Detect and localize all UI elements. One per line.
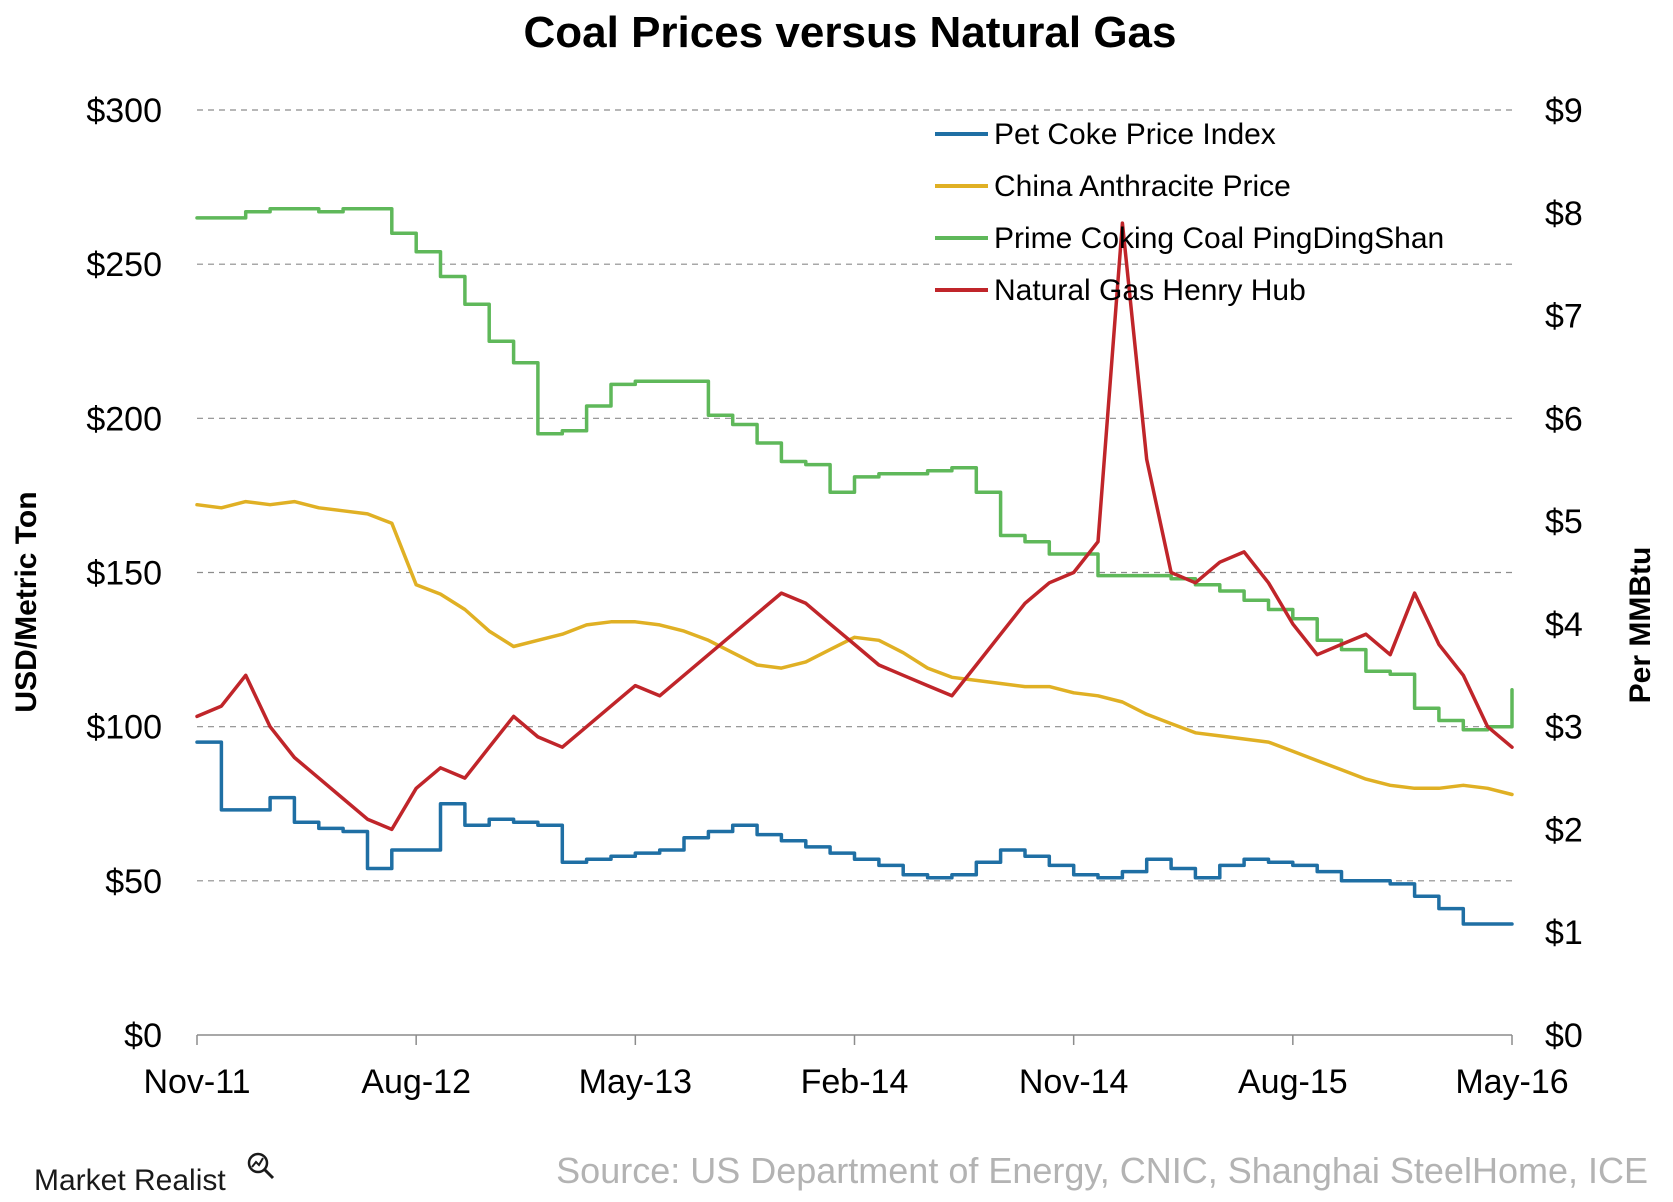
y-axis-right-ticks: $0 $1 $2 $3 $4 $5 $6 $7 $8 $9 <box>1545 92 1583 1055</box>
y-right-tick-label-7: $7 <box>1545 298 1583 336</box>
chart-title: Coal Prices versus Natural Gas <box>524 8 1177 57</box>
y-left-tick-label-6: $300 <box>86 92 162 130</box>
y-right-tick-label-1: $1 <box>1545 914 1583 952</box>
y-right-tick-label-3: $3 <box>1545 709 1583 747</box>
y-right-tick-label-5: $5 <box>1545 503 1583 541</box>
y-right-tick-label-8: $8 <box>1545 195 1583 233</box>
x-tick-label-5: Aug-15 <box>1238 1063 1348 1101</box>
x-tick-label-6: May-16 <box>1455 1063 1568 1101</box>
y-left-tick-label-1: $50 <box>105 863 162 901</box>
x-axis-ticks: Nov-11 Aug-12 May-13 Feb-14 Nov-14 Aug-15 May-… <box>143 1035 1569 1101</box>
y-right-tick-label-9: $9 <box>1545 92 1583 130</box>
y-axis-left-ticks: $0 $50 $100 $150 $200 $250 $300 <box>86 92 162 1055</box>
x-tick-label-1: Aug-12 <box>361 1063 471 1101</box>
legend-label-2: Prime Coking Coal PingDingShan <box>994 222 1444 255</box>
y-right-tick-label-6: $6 <box>1545 400 1583 438</box>
series-line-0 <box>195 740 1514 926</box>
y-right-tick-label-2: $2 <box>1545 811 1583 849</box>
legend-label-1: China Anthracite Price <box>994 170 1291 203</box>
y-axis-right-title: Per MMBtu <box>1624 547 1657 704</box>
y-axis-left-title: USD/Metric Ton <box>10 491 43 712</box>
legend-label-0: Pet Coke Price Index <box>994 118 1276 151</box>
legend: Pet Coke Price Index China Anthracite Pri… <box>935 118 1444 307</box>
series-line-1 <box>195 499 1514 797</box>
x-tick-label-0: Nov-11 <box>143 1063 250 1101</box>
x-tick-label-2: May-13 <box>579 1063 692 1101</box>
y-right-tick-label-4: $4 <box>1545 606 1583 644</box>
y-left-tick-label-3: $150 <box>86 555 162 593</box>
brand-name: Market Realist <box>34 1164 226 1197</box>
y-left-tick-label-5: $250 <box>86 246 162 284</box>
y-right-tick-label-0: $0 <box>1545 1017 1583 1055</box>
series-lines <box>195 206 1514 926</box>
series-line-3 <box>195 221 1514 832</box>
series-line-2 <box>195 206 1514 732</box>
source-note: Source: US Department of Energy, CNIC, S… <box>556 1150 1648 1191</box>
y-left-tick-label-0: $0 <box>124 1017 162 1055</box>
y-left-tick-label-2: $100 <box>86 709 162 747</box>
legend-label-3: Natural Gas Henry Hub <box>994 274 1306 307</box>
y-left-tick-label-4: $200 <box>86 400 162 438</box>
x-tick-label-4: Nov-14 <box>1019 1063 1129 1101</box>
brand-logo: Market Realist <box>34 1152 275 1197</box>
magnifier-icon <box>247 1152 275 1180</box>
x-tick-label-3: Feb-14 <box>801 1063 909 1101</box>
